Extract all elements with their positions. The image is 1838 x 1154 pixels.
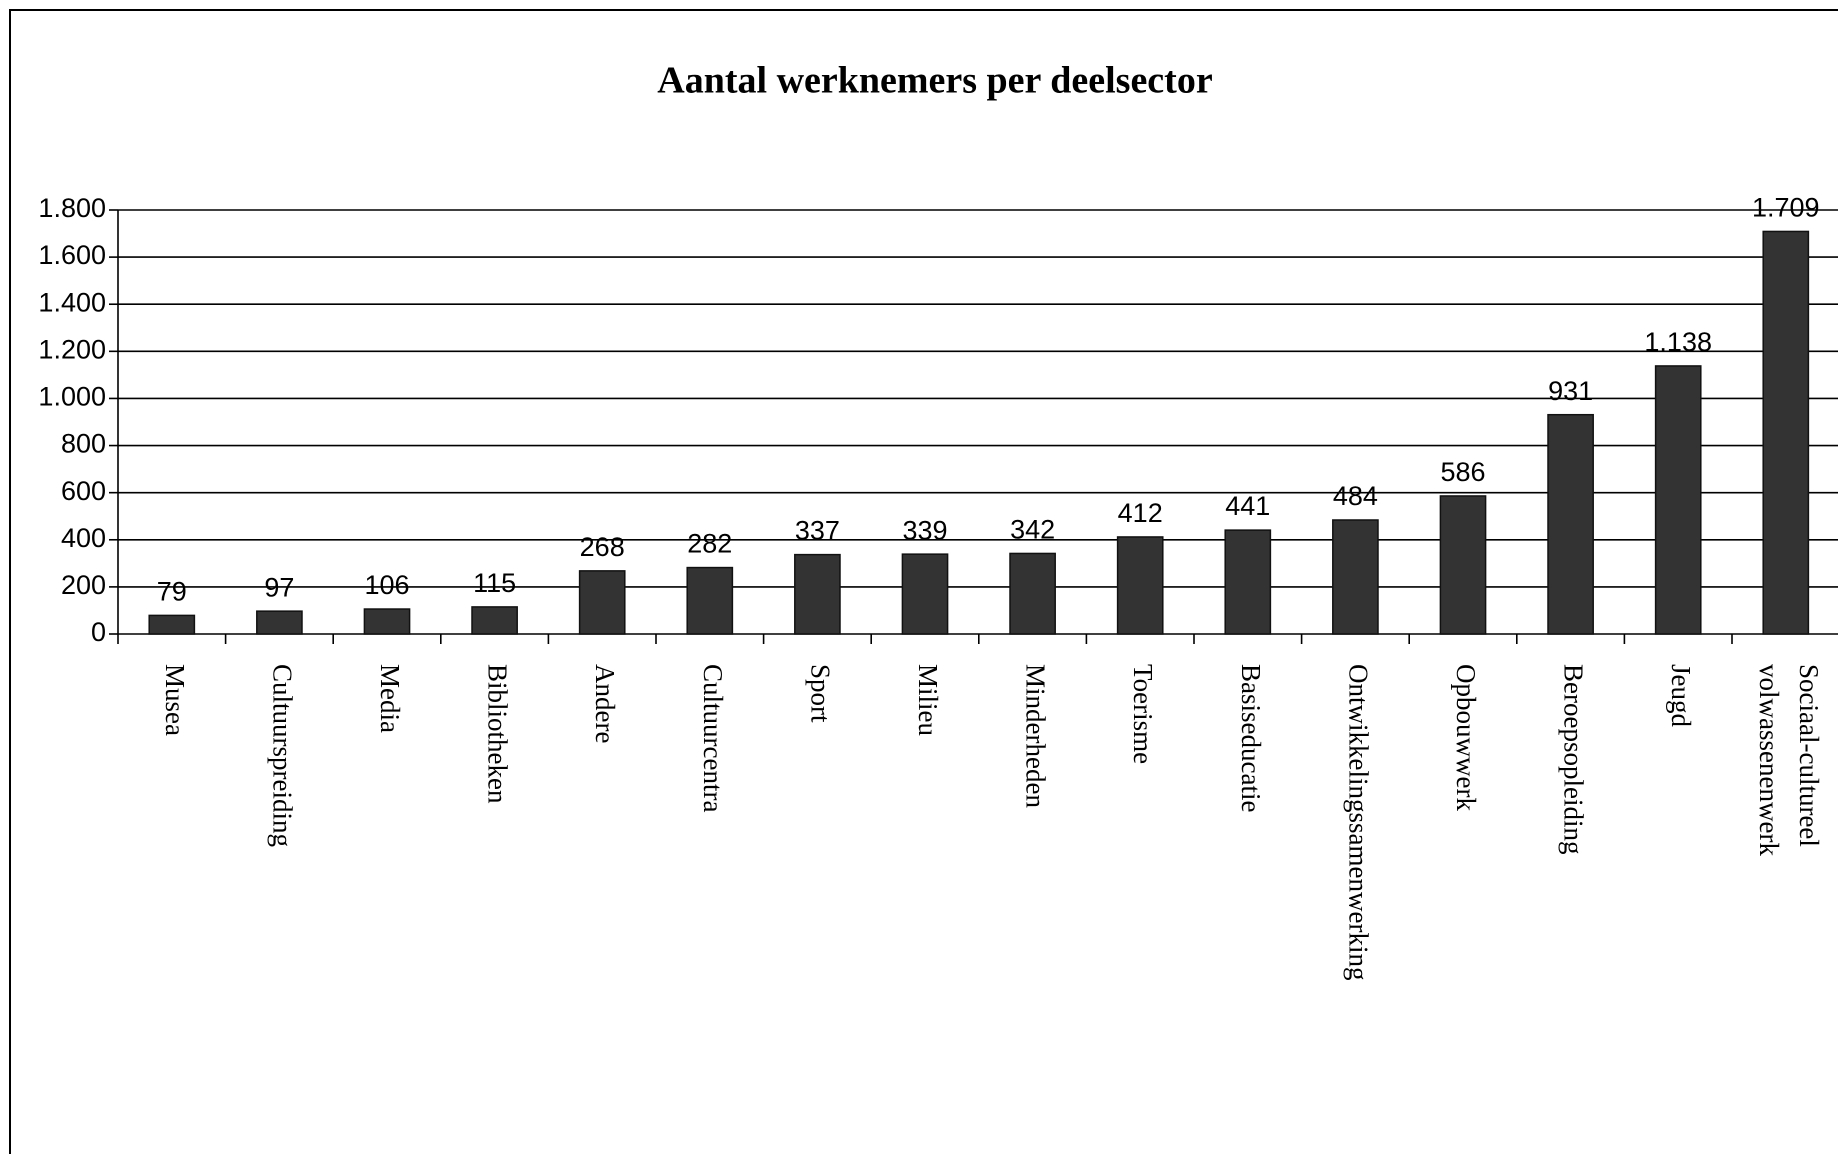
x-tick-label: Basiseducatie	[1236, 664, 1266, 812]
bar	[1224, 529, 1272, 635]
x-tick-label-line: Media	[375, 664, 405, 733]
bar	[1332, 519, 1379, 635]
y-tick-label: 0	[91, 617, 106, 647]
bar	[363, 608, 411, 635]
value-label: 115	[473, 568, 516, 598]
value-label: 337	[795, 516, 840, 546]
x-tick-label-line: Andere	[590, 664, 620, 743]
x-tick-label: Bibliotheken	[482, 664, 512, 804]
value-label: 1.138	[1644, 327, 1712, 357]
y-tick-label: 800	[61, 429, 106, 459]
bar	[471, 606, 518, 635]
value-label: 339	[902, 515, 947, 545]
bar	[578, 570, 626, 635]
x-tick-label: Beroepsopleiding	[1558, 664, 1588, 854]
x-tick-label: Cultuurspreiding	[267, 664, 297, 847]
value-label: 412	[1118, 498, 1163, 528]
bar	[1116, 536, 1164, 635]
x-tick-label: Opbouwwerk	[1451, 664, 1481, 811]
value-label: 342	[1010, 515, 1055, 545]
x-tick-label-line: Toerisme	[1128, 664, 1158, 764]
x-tick-label: Cultuurcentra	[698, 664, 728, 812]
bar	[794, 553, 841, 635]
x-tick-label: Sport	[805, 664, 835, 723]
y-tick-label: 400	[61, 523, 106, 553]
y-tick-label: 1.800	[38, 193, 106, 223]
value-label: 79	[157, 577, 187, 607]
value-label: 282	[687, 529, 732, 559]
bar	[1762, 230, 1810, 635]
x-tick-label: Milieu	[913, 664, 943, 736]
x-tick-label-line: Bibliotheken	[482, 664, 512, 804]
y-tick-label: 600	[61, 476, 106, 506]
bar	[901, 553, 949, 635]
x-tick-label: Toerisme	[1128, 664, 1158, 764]
y-tick-label: 200	[61, 570, 106, 600]
value-label: 106	[364, 570, 409, 600]
bar	[256, 610, 303, 635]
y-tick-label: 1.600	[38, 240, 106, 270]
x-tick-label-line: Sport	[805, 664, 835, 723]
x-tick-label-line: Milieu	[913, 664, 943, 736]
value-label: 441	[1225, 491, 1270, 521]
x-tick-label: Media	[375, 664, 405, 733]
bar	[1009, 552, 1056, 635]
x-tick-label-line: Minderheden	[1020, 664, 1050, 808]
x-tick-label: Musea	[160, 664, 190, 736]
x-tick-label-line: Beroepsopleiding	[1558, 664, 1588, 854]
value-label: 1.709	[1752, 193, 1820, 223]
x-tick-label-line: Sociaal-cultureel	[1794, 664, 1824, 847]
y-tick-label: 1.400	[38, 287, 106, 317]
value-label: 484	[1333, 481, 1378, 511]
bar	[1654, 365, 1702, 635]
x-tick-label-line: Basiseducatie	[1236, 664, 1266, 812]
y-tick-label: 1.000	[38, 382, 106, 412]
bar	[686, 566, 734, 635]
x-tick-label: Ontwikkelingssamenwerking	[1343, 664, 1373, 980]
chart-frame	[9, 9, 1838, 1154]
value-label: 931	[1548, 376, 1593, 406]
x-tick-label: Minderheden	[1020, 664, 1050, 808]
x-tick-label: Andere	[590, 664, 620, 743]
bar	[148, 614, 196, 635]
value-label: 97	[264, 572, 294, 602]
bar	[1547, 413, 1594, 635]
chart-title: Aantal werknemers per deelsector	[657, 60, 1213, 102]
x-tick-label-line: Opbouwwerk	[1451, 664, 1481, 811]
x-tick-label-line: volwassenenwerk	[1754, 664, 1784, 856]
x-tick-label: Sociaal-cultureel volwassenenwerk	[1754, 664, 1824, 856]
value-label: 586	[1440, 457, 1485, 487]
y-tick-label: 1.200	[38, 334, 106, 364]
value-label: 268	[580, 532, 625, 562]
x-tick-label-line: Jeugd	[1666, 664, 1696, 727]
x-tick-label-line: Ontwikkelingssamenwerking	[1343, 664, 1373, 980]
bar	[1439, 495, 1487, 635]
x-tick-label-line: Musea	[160, 664, 190, 736]
x-tick-label-line: Cultuurspreiding	[267, 664, 297, 847]
x-tick-label: Jeugd	[1666, 664, 1696, 727]
x-tick-label-line: Cultuurcentra	[698, 664, 728, 812]
